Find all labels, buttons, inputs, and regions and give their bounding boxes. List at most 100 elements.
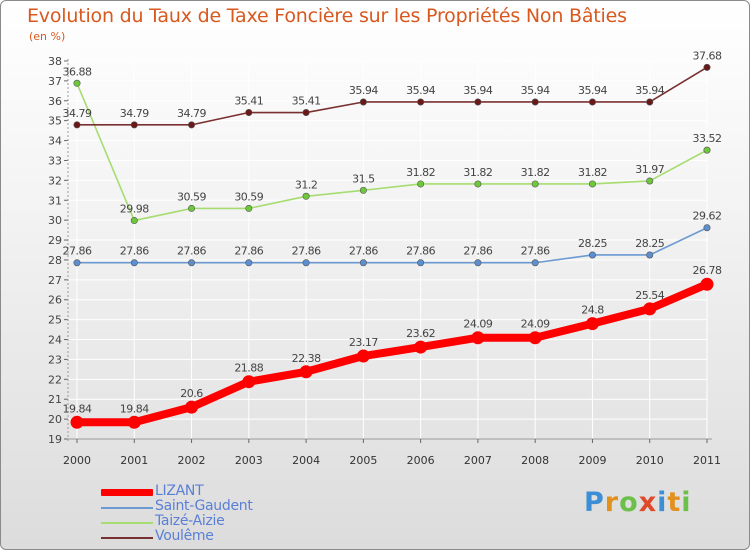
legend-item: Voulême bbox=[101, 528, 301, 545]
data-point bbox=[188, 121, 196, 129]
data-label: 34.79 bbox=[120, 107, 149, 120]
data-point bbox=[130, 121, 138, 129]
legend-item: Saint-Gaudent bbox=[101, 498, 301, 515]
data-label: 28.25 bbox=[635, 237, 664, 250]
data-point bbox=[700, 277, 714, 291]
legend-item: LIZANT bbox=[101, 483, 301, 500]
data-point bbox=[531, 259, 539, 267]
data-point bbox=[356, 349, 370, 363]
proxiti-logo: Proxiti bbox=[584, 487, 692, 518]
x-tick-label: 2005 bbox=[349, 454, 377, 467]
data-point bbox=[188, 204, 196, 212]
data-point bbox=[242, 375, 256, 389]
data-label: 27.86 bbox=[463, 245, 492, 258]
axes: 19 20 21 22 23 24 25 26 27 28 29 30 31 32 33 34 35 36 37 38… bbox=[48, 55, 721, 467]
data-point bbox=[73, 259, 81, 267]
data-label: 34.79 bbox=[177, 107, 206, 120]
data-label: 35.94 bbox=[349, 84, 378, 97]
data-point bbox=[302, 192, 310, 200]
data-label: 27.86 bbox=[292, 245, 321, 258]
data-point bbox=[359, 259, 367, 267]
legend-swatch bbox=[101, 507, 153, 509]
x-tick-label: 2001 bbox=[120, 454, 148, 467]
data-point bbox=[531, 180, 539, 188]
legend-label: Voulême bbox=[155, 528, 214, 544]
data-label: 27.86 bbox=[234, 245, 263, 258]
data-label: 31.5 bbox=[352, 172, 375, 185]
logo-letter: o bbox=[619, 487, 639, 518]
data-label: 33.52 bbox=[693, 132, 722, 145]
data-label: 34.79 bbox=[63, 107, 92, 120]
y-tick-label: 28 bbox=[48, 254, 62, 267]
data-point bbox=[359, 186, 367, 194]
data-point bbox=[703, 146, 711, 154]
y-tick-label: 35 bbox=[48, 115, 62, 128]
legend-label: LIZANT bbox=[155, 483, 204, 499]
x-tick-label: 2010 bbox=[636, 454, 664, 467]
data-label: 27.86 bbox=[120, 245, 149, 258]
data-label: 36.88 bbox=[63, 65, 92, 78]
y-tick-label: 37 bbox=[48, 75, 62, 88]
data-label: 27.86 bbox=[349, 245, 378, 258]
data-label: 25.54 bbox=[635, 289, 664, 302]
y-tick-label: 25 bbox=[48, 314, 62, 327]
data-label: 35.41 bbox=[234, 95, 263, 108]
series-line-saint-gaudent bbox=[76, 226, 708, 264]
data-point bbox=[245, 259, 253, 267]
y-tick-label: 27 bbox=[48, 274, 62, 287]
data-label: 31.97 bbox=[635, 163, 664, 176]
y-tick-label: 31 bbox=[48, 194, 62, 207]
x-tick-label: 2011 bbox=[693, 454, 721, 467]
data-label: 28.25 bbox=[578, 237, 607, 250]
data-point bbox=[130, 217, 138, 225]
series-line-voul-me bbox=[76, 66, 708, 126]
data-point bbox=[528, 331, 542, 345]
data-label: 31.82 bbox=[463, 166, 492, 179]
data-point bbox=[585, 317, 599, 331]
y-tick-label: 33 bbox=[48, 154, 62, 167]
data-label: 20.6 bbox=[180, 387, 203, 400]
data-label: 24.8 bbox=[581, 304, 604, 317]
x-tick-label: 2007 bbox=[464, 454, 492, 467]
y-tick-label: 22 bbox=[48, 373, 62, 386]
y-tick-label: 21 bbox=[48, 393, 62, 406]
data-point bbox=[299, 365, 313, 379]
y-tick-label: 20 bbox=[48, 413, 62, 426]
data-label: 21.88 bbox=[234, 362, 263, 375]
y-tick-label: 24 bbox=[48, 334, 62, 347]
data-label: 22.38 bbox=[292, 352, 321, 365]
data-labels: 27.86 27.86 27.86 27.86 27.86 27.86 27.86 27.86… bbox=[63, 49, 723, 415]
data-label: 31.2 bbox=[295, 178, 318, 191]
data-point bbox=[185, 400, 199, 414]
logo-letter: i bbox=[657, 487, 668, 518]
data-point bbox=[703, 224, 711, 232]
legend-swatch bbox=[101, 489, 153, 496]
data-label: 30.59 bbox=[234, 190, 263, 203]
logo-letter: x bbox=[638, 487, 658, 518]
data-point bbox=[588, 251, 596, 259]
x-tick-label: 2006 bbox=[407, 454, 435, 467]
data-label: 29.98 bbox=[120, 203, 149, 216]
y-tick-label: 32 bbox=[48, 174, 62, 187]
data-label: 27.86 bbox=[177, 245, 206, 258]
series-line-lizant bbox=[73, 280, 711, 427]
data-point bbox=[302, 259, 310, 267]
data-point bbox=[70, 415, 84, 429]
data-point bbox=[474, 180, 482, 188]
data-point bbox=[646, 98, 654, 106]
y-tick-label: 34 bbox=[48, 135, 62, 148]
data-label: 35.41 bbox=[292, 95, 321, 108]
data-point bbox=[646, 177, 654, 185]
y-tick-label: 38 bbox=[48, 55, 62, 68]
data-point bbox=[73, 121, 81, 129]
data-label: 23.62 bbox=[406, 327, 435, 340]
data-point bbox=[302, 109, 310, 117]
legend-swatch bbox=[101, 522, 153, 524]
data-label: 35.94 bbox=[406, 84, 435, 97]
y-tick-label: 26 bbox=[48, 294, 62, 307]
data-point bbox=[127, 415, 141, 429]
series-points bbox=[70, 63, 714, 429]
data-point bbox=[703, 63, 711, 71]
data-label: 29.62 bbox=[693, 210, 722, 223]
